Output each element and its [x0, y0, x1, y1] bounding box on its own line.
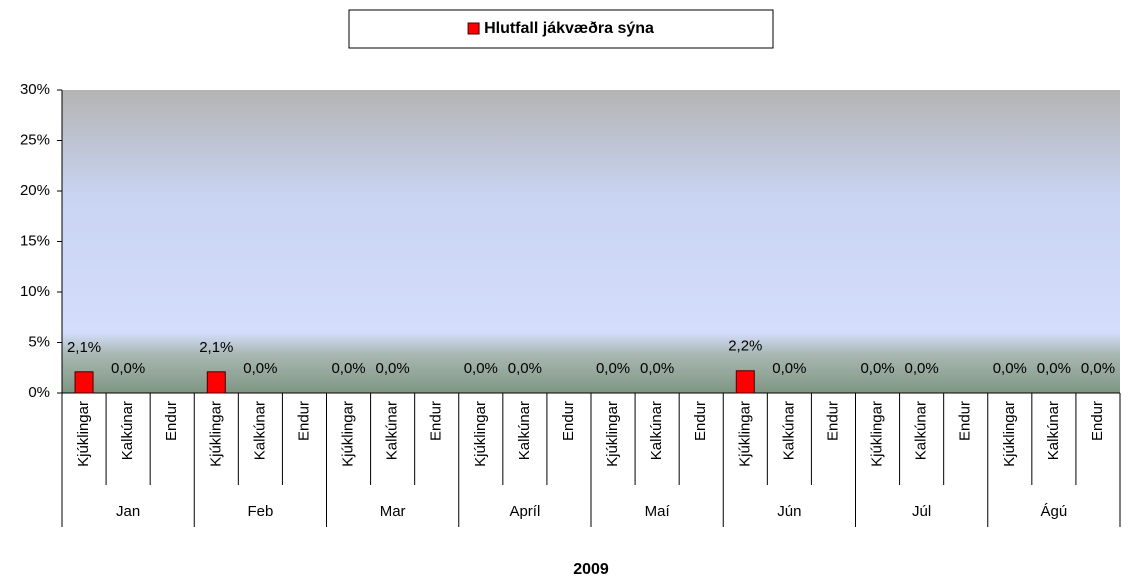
x-tick-label: Endur	[163, 401, 180, 441]
data-label: 2,2%	[728, 338, 762, 355]
data-label: 2,1%	[199, 339, 233, 356]
group-label: Júl	[912, 503, 931, 520]
data-label: 0,0%	[993, 360, 1027, 377]
plot-area	[62, 90, 1120, 393]
data-label: 0,0%	[772, 360, 806, 377]
legend-label: Hlutfall jákvæðra sýna	[484, 20, 654, 37]
data-label: 0,0%	[640, 360, 674, 377]
x-tick-label: Kjúklingar	[207, 401, 224, 467]
x-axis-title: 2009	[573, 561, 609, 578]
y-tick-label: 30%	[20, 81, 50, 98]
data-label: 0,0%	[243, 360, 277, 377]
group-label: Mar	[380, 503, 406, 520]
legend-swatch	[467, 22, 480, 35]
y-tick-label: 20%	[20, 182, 50, 199]
x-tick-label: Kjúklingar	[869, 401, 886, 467]
data-label: 0,0%	[1081, 360, 1115, 377]
x-tick-label: Kalkúnar	[516, 401, 533, 460]
data-label: 0,0%	[508, 360, 542, 377]
group-label: Ágú	[1041, 503, 1068, 520]
data-label: 0,0%	[905, 360, 939, 377]
x-tick-label: Kalkúnar	[1045, 401, 1062, 460]
y-tick-label: 15%	[20, 232, 50, 249]
data-label: 0,0%	[860, 360, 894, 377]
y-tick-label: 0%	[28, 384, 50, 401]
x-tick-label: Endur	[295, 401, 312, 441]
group-label: Maí	[645, 503, 671, 520]
x-tick-label: Kjúklingar	[604, 401, 621, 467]
x-tick-label: Kalkúnar	[913, 401, 930, 460]
x-tick-label: Endur	[824, 401, 841, 441]
y-tick-label: 25%	[20, 131, 50, 148]
x-tick-label: Kjúklingar	[340, 401, 357, 467]
x-tick-label: Kalkúnar	[119, 401, 136, 460]
x-tick-label: Endur	[692, 401, 709, 441]
data-label: 0,0%	[111, 360, 145, 377]
x-tick-label: Kalkúnar	[648, 401, 665, 460]
x-tick-label: Endur	[428, 401, 445, 441]
x-tick-label: Kalkúnar	[384, 401, 401, 460]
bar	[206, 371, 226, 394]
x-tick-label: Endur	[560, 401, 577, 441]
data-label: 0,0%	[464, 360, 498, 377]
data-label: 0,0%	[331, 360, 365, 377]
data-label: 0,0%	[1037, 360, 1071, 377]
data-label: 0,0%	[376, 360, 410, 377]
group-label: Feb	[247, 503, 273, 520]
x-tick-label: Kalkúnar	[780, 401, 797, 460]
data-label: 2,1%	[67, 339, 101, 356]
group-label: Apríl	[509, 503, 540, 520]
x-tick-label: Kjúklingar	[75, 401, 92, 467]
data-label: 0,0%	[596, 360, 630, 377]
x-tick-label: Kjúklingar	[472, 401, 489, 467]
y-tick-label: 10%	[20, 283, 50, 300]
group-label: Jún	[777, 503, 801, 520]
legend-box	[348, 9, 774, 49]
x-tick-label: Kjúklingar	[736, 401, 753, 467]
bar	[735, 370, 755, 394]
x-tick-label: Kalkúnar	[251, 401, 268, 460]
bar	[74, 371, 94, 394]
y-tick-label: 5%	[28, 333, 50, 350]
x-tick-label: Endur	[957, 401, 974, 441]
x-tick-label: Endur	[1089, 401, 1106, 441]
x-tick-label: Kjúklingar	[1001, 401, 1018, 467]
group-label: Jan	[116, 503, 140, 520]
